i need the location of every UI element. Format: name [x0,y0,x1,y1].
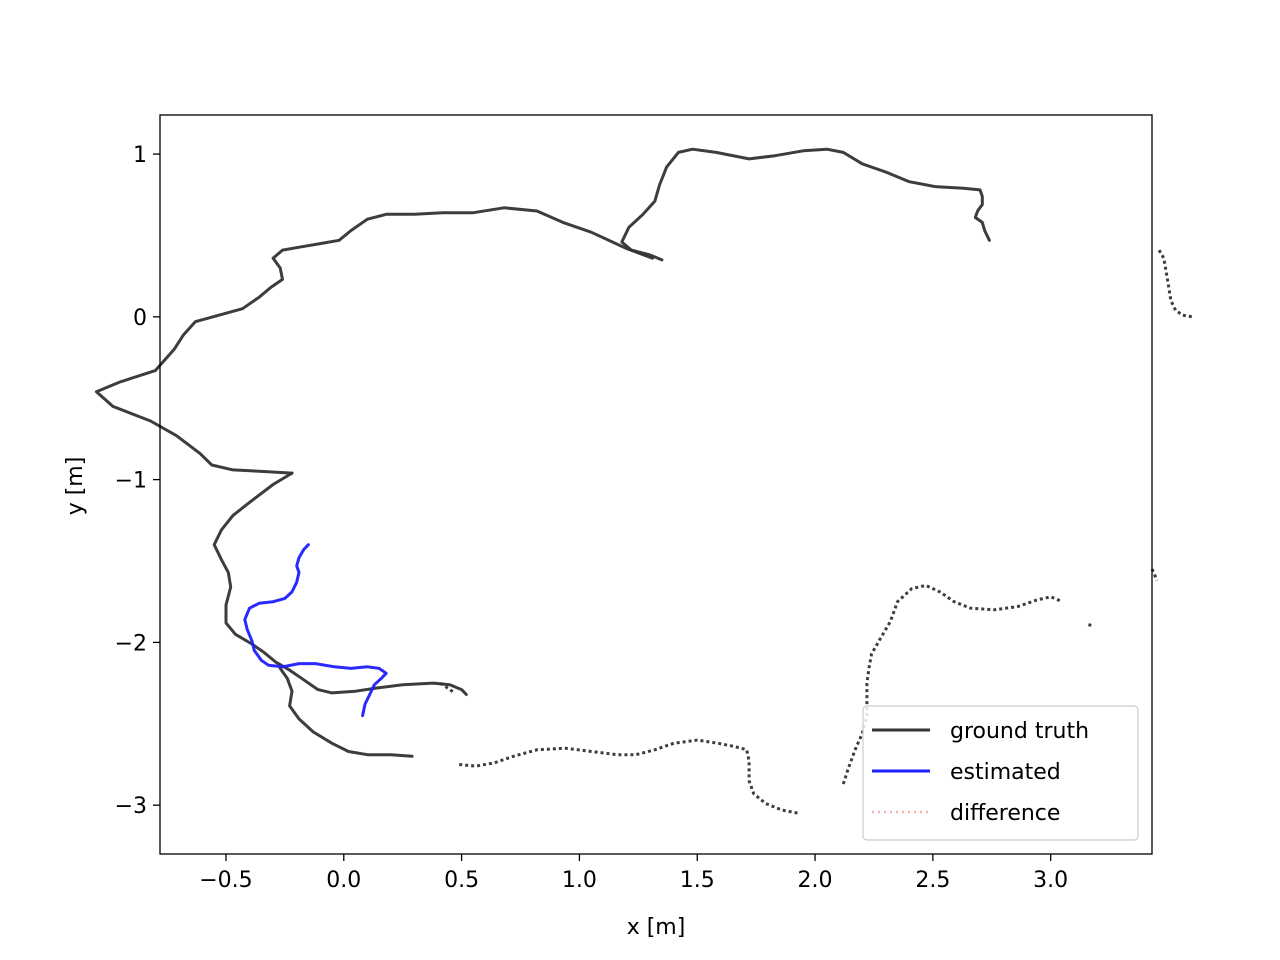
y-axis-label: y [m] [63,457,88,516]
plot-area [94,147,1193,815]
x-tick-label: 2.5 [915,868,950,893]
x-tick-label: 0.0 [326,868,361,893]
legend-label-ground-truth: ground truth [950,719,1089,744]
series-dotted-ground-truth [1150,568,1159,582]
x-tick-label: 1.5 [680,868,715,893]
y-tick-label: −1 [115,469,147,494]
axes-frame [159,114,1153,855]
x-tick-label: 1.0 [562,868,597,893]
series-line-ground-truth [278,666,414,758]
y-tick-label: 0 [133,306,147,331]
legend-label-estimated: estimated [950,760,1061,785]
x-tick-label: 3.0 [1033,868,1068,893]
series-dotted-ground-truth [841,583,1064,785]
y-tick-label: −2 [115,631,147,656]
y-axis-ticks: 1 0 −1 −2 −3 [115,143,160,819]
x-axis-label: x [m] [627,915,686,940]
y-tick-label: 1 [133,143,147,168]
series-line-ground-truth [212,471,468,696]
legend-label-difference: difference [950,801,1060,826]
legend: ground truth estimated difference [862,705,1139,841]
x-tick-label: −0.5 [199,868,252,893]
y-tick-label: −3 [115,794,147,819]
x-axis-ticks: −0.5 0.0 0.5 1.0 1.5 2.0 2.5 3.0 [199,854,1068,893]
series-dotted-ground-truth [439,681,456,695]
series-layer [94,147,1193,815]
series-dotted-ground-truth [1087,623,1094,628]
series-line-estimated [243,543,388,718]
series-line-ground-truth [94,206,654,475]
series-line-ground-truth [620,147,991,262]
legend-box [862,705,1139,841]
x-tick-label: 2.0 [798,868,833,893]
x-tick-label: 0.5 [444,868,479,893]
series-dotted-ground-truth [1157,249,1193,319]
